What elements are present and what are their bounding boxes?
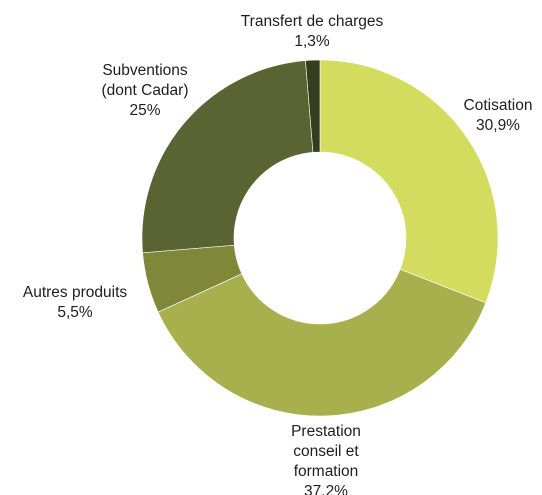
donut-hole: [234, 152, 406, 324]
slice-label-line: formation: [294, 463, 359, 480]
slice-label-line: (dont Cadar): [101, 82, 188, 99]
slice-label-autres-produits: Autres produits 5,5%: [23, 284, 127, 321]
slice-label-transfert-de-charges: Transfert de charges 1,3%: [241, 13, 384, 50]
slice-label-line: conseil et: [293, 443, 359, 460]
slice-label-line: 1,3%: [294, 33, 330, 50]
donut-slices: [141, 59, 499, 417]
slice-label-line: 25%: [129, 102, 160, 119]
slice-label-line: Subventions: [102, 62, 188, 79]
slice-label-subventions-dont-cadar: Subventions (dont Cadar) 25%: [101, 62, 188, 119]
slice-label-prestation-conseil-et-formation: Prestation conseil et formation 37,2%: [291, 423, 361, 495]
slice-labels: Cotisation 30,9% Prestation conseil et forma…: [23, 13, 533, 495]
slice-label-line: 37,2%: [304, 483, 348, 495]
slice-label-cotisation: Cotisation 30,9%: [464, 97, 533, 134]
slice-label-line: Cotisation: [464, 97, 533, 114]
slice-label-line: 5,5%: [57, 304, 93, 321]
slice-label-line: 30,9%: [476, 117, 520, 134]
slice-label-line: Prestation: [291, 423, 361, 440]
slice-label-line: Transfert de charges: [241, 13, 384, 30]
slice-label-line: Autres produits: [23, 284, 127, 301]
